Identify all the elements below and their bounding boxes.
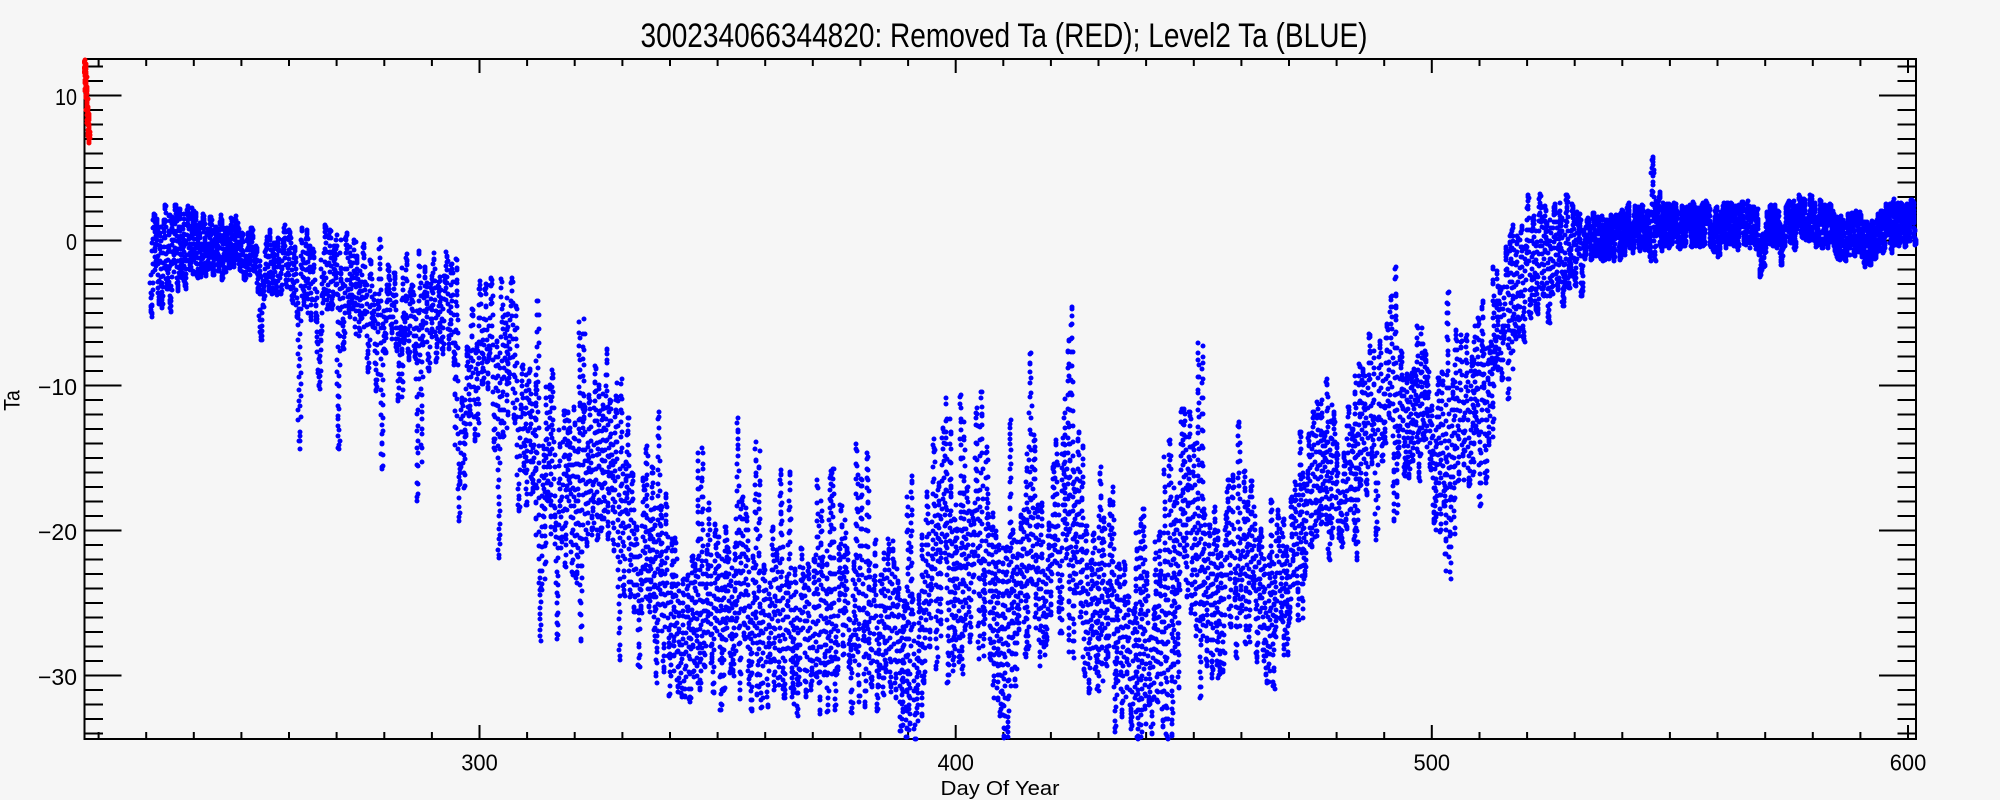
svg-text:500: 500 <box>1414 750 1451 776</box>
svg-text:300234066344820: Removed Ta (R: 300234066344820: Removed Ta (RED); Level… <box>641 17 1368 55</box>
svg-text:Day Of Year: Day Of Year <box>941 778 1060 800</box>
svg-text:10: 10 <box>55 84 77 110</box>
svg-text:−10: −10 <box>38 374 77 400</box>
svg-text:600: 600 <box>1890 750 1927 776</box>
svg-text:−30: −30 <box>38 664 77 690</box>
svg-text:−20: −20 <box>38 519 77 545</box>
svg-text:0: 0 <box>66 229 77 255</box>
svg-text:400: 400 <box>937 750 974 776</box>
svg-text:300: 300 <box>461 750 498 776</box>
svg-text:Ta: Ta <box>0 390 25 411</box>
